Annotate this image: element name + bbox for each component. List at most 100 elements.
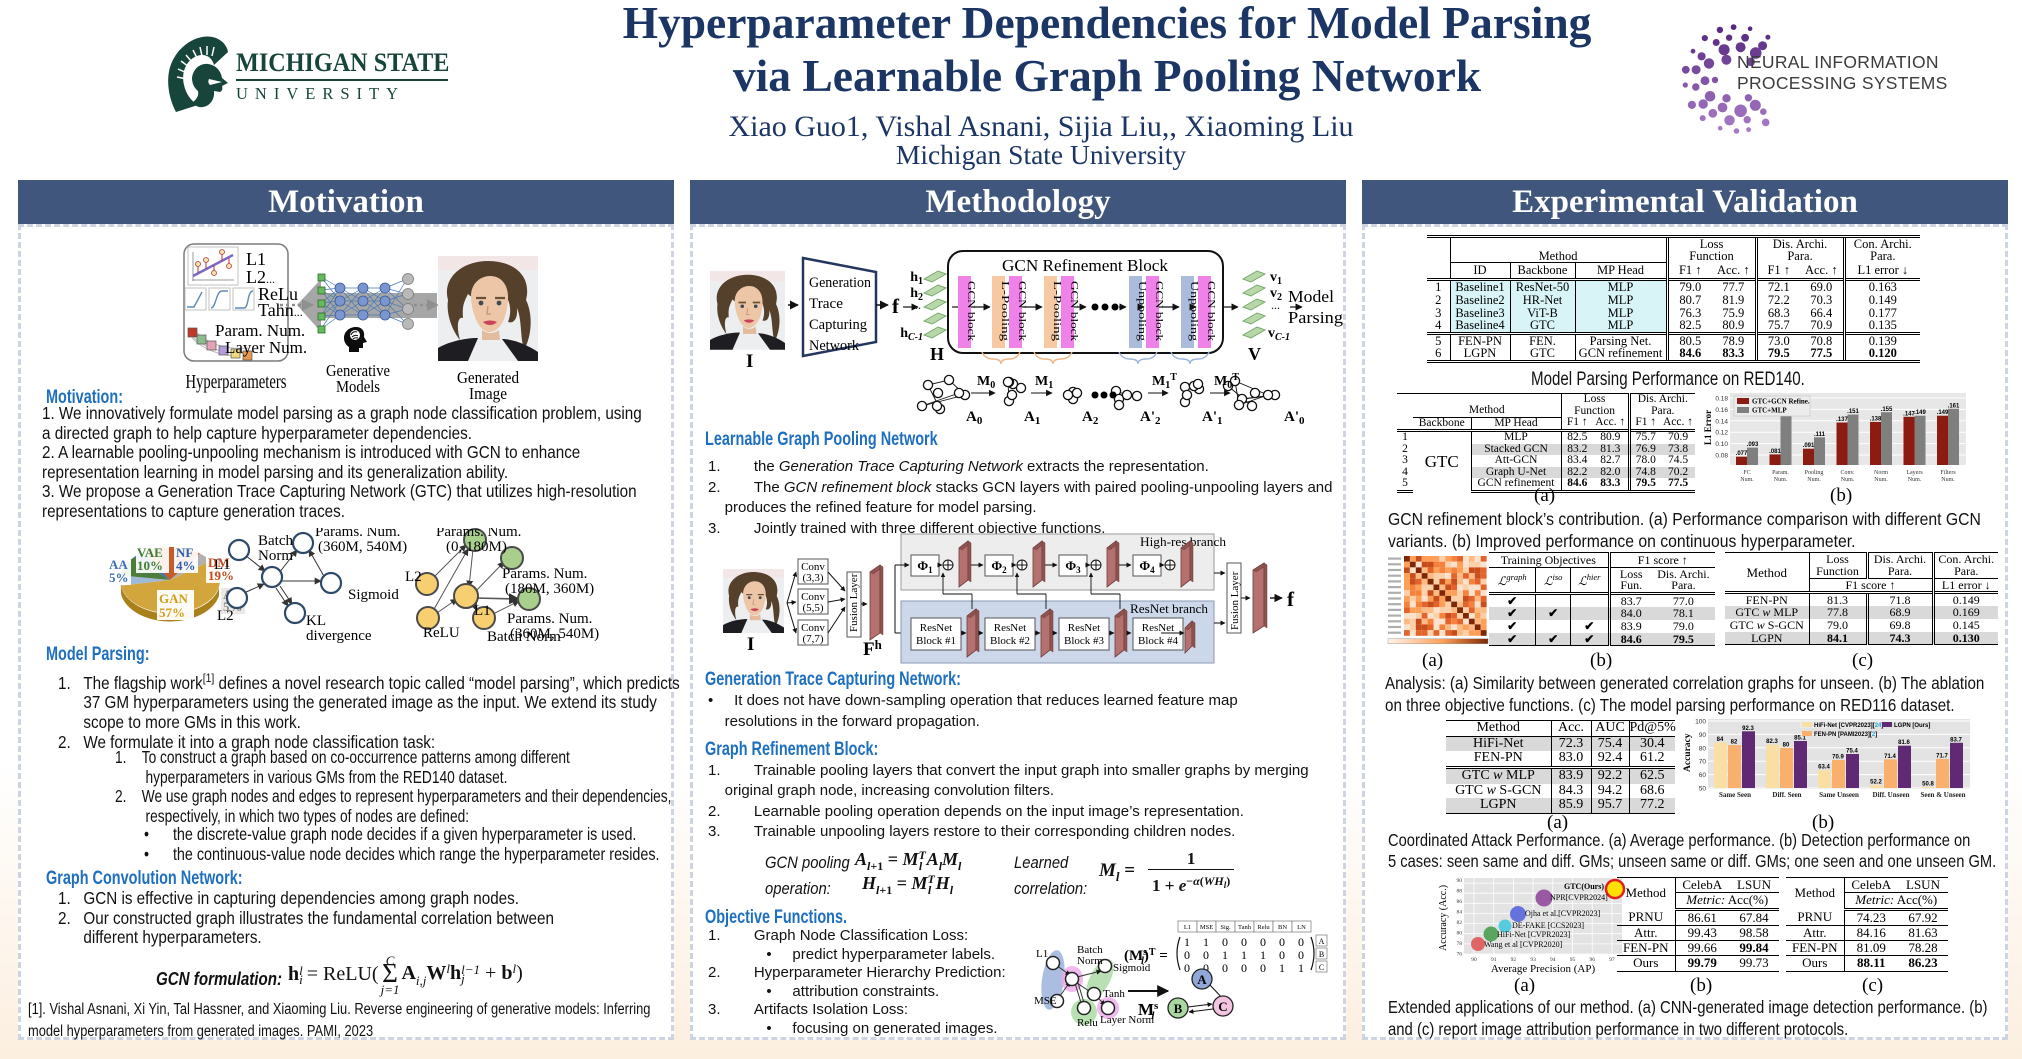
svg-text:Unpooling: Unpooling bbox=[1136, 281, 1148, 342]
svg-text:f: f bbox=[1287, 587, 1295, 611]
svg-text:A: A bbox=[1319, 937, 1325, 946]
svg-text:Network: Network bbox=[809, 338, 859, 354]
svg-text:91: 91 bbox=[1491, 957, 1497, 963]
svg-text:Block #4: Block #4 bbox=[1138, 635, 1179, 647]
svg-text:Params. Num.: Params. Num. bbox=[315, 528, 400, 540]
svg-text:(3,3): (3,3) bbox=[802, 572, 823, 584]
svg-text:L2: L2 bbox=[217, 608, 234, 624]
svg-text:63.4: 63.4 bbox=[1818, 765, 1830, 771]
svg-text:0: 0 bbox=[1222, 935, 1228, 949]
svg-text:(5,5): (5,5) bbox=[802, 602, 823, 614]
svg-text:Fh: Fh bbox=[863, 637, 883, 660]
svg-text:10%: 10% bbox=[137, 558, 163, 573]
svg-text:Fusion Layer: Fusion Layer bbox=[1229, 571, 1241, 630]
svg-text:Seen & Unseen: Seen & Unseen bbox=[1920, 791, 1965, 799]
svg-text:DE-FAKE [CCS2023]: DE-FAKE [CCS2023] bbox=[1512, 921, 1584, 930]
svg-text:A'2: A'2 bbox=[1140, 409, 1161, 427]
svg-text:Sig.: Sig. bbox=[1220, 924, 1231, 931]
svg-text:Params. Num.: Params. Num. bbox=[436, 528, 521, 540]
svg-text:MSE: MSE bbox=[1034, 995, 1057, 1007]
svg-text:L1: L1 bbox=[1036, 948, 1048, 960]
svg-text:Layer Num.: Layer Num. bbox=[225, 338, 307, 357]
svg-text:C: C bbox=[1319, 963, 1324, 972]
svg-text:L1: L1 bbox=[214, 557, 231, 573]
svg-text:19%: 19% bbox=[208, 568, 234, 583]
svg-text:Accuracy: Accuracy bbox=[1683, 733, 1693, 772]
svg-text:(360M, 540M): (360M, 540M) bbox=[510, 626, 599, 642]
svg-text:80: 80 bbox=[1783, 742, 1790, 748]
svg-text:71.4: 71.4 bbox=[1884, 754, 1896, 760]
svg-text:52.2: 52.2 bbox=[1870, 780, 1882, 786]
svg-text:88: 88 bbox=[1457, 889, 1463, 895]
svg-text:M1: M1 bbox=[1035, 374, 1053, 391]
svg-text:AA: AA bbox=[109, 557, 128, 572]
svg-text:Num.: Num. bbox=[1841, 477, 1855, 483]
svg-text:0.16: 0.16 bbox=[1715, 407, 1728, 414]
svg-text:1: 1 bbox=[1203, 935, 1209, 949]
svg-text:A2: A2 bbox=[1082, 409, 1099, 427]
svg-text:90: 90 bbox=[1457, 878, 1463, 884]
svg-text:94: 94 bbox=[1550, 957, 1556, 963]
svg-text:Norm: Norm bbox=[1874, 470, 1888, 476]
svg-text:Param. Num.: Param. Num. bbox=[215, 321, 305, 340]
svg-text:L-Pooling: L-Pooling bbox=[1051, 281, 1063, 342]
svg-text:Batch Norm: Batch Norm bbox=[487, 629, 561, 643]
svg-text:NF: NF bbox=[176, 545, 193, 560]
svg-text:GCN Refinement Block: GCN Refinement Block bbox=[1002, 256, 1168, 275]
svg-text:L-Pooling: L-Pooling bbox=[999, 281, 1011, 342]
svg-text:Params. Num.: Params. Num. bbox=[507, 611, 592, 627]
svg-text:90: 90 bbox=[1471, 957, 1477, 963]
svg-text:Average Precision (AP): Average Precision (AP) bbox=[1491, 963, 1596, 975]
svg-text:GTC+GCN Refine.: GTC+GCN Refine. bbox=[1752, 398, 1810, 406]
svg-text:.151: .151 bbox=[1847, 409, 1859, 415]
svg-text:Num.: Num. bbox=[1874, 477, 1888, 483]
svg-text:Image: Image bbox=[469, 384, 507, 403]
svg-text:0.14: 0.14 bbox=[1715, 418, 1728, 425]
svg-text:v1: v1 bbox=[1270, 270, 1282, 287]
svg-text:NEURAL INFORMATION: NEURAL INFORMATION bbox=[1737, 52, 1939, 72]
svg-text:Pooling: Pooling bbox=[1805, 470, 1824, 476]
svg-text:97: 97 bbox=[1609, 957, 1615, 963]
svg-text:Sigmoid: Sigmoid bbox=[348, 587, 399, 603]
svg-text:0: 0 bbox=[1241, 935, 1247, 949]
svg-text:0.12: 0.12 bbox=[1715, 430, 1728, 437]
svg-text:.149: .149 bbox=[1937, 410, 1949, 416]
svg-text:GCN block: GCN block bbox=[1205, 281, 1217, 342]
svg-text:Same Seen: Same Seen bbox=[1719, 791, 1751, 799]
svg-text:(360M, 540M): (360M, 540M) bbox=[318, 539, 407, 555]
svg-text:Tahn...: Tahn... bbox=[258, 300, 303, 320]
svg-text:C: C bbox=[1218, 999, 1227, 1014]
svg-text:Sigmoid: Sigmoid bbox=[1113, 962, 1151, 974]
svg-text:.091: .091 bbox=[1803, 443, 1815, 449]
svg-text:GAN: GAN bbox=[159, 591, 189, 606]
svg-text:Num.: Num. bbox=[1941, 477, 1955, 483]
svg-text:76: 76 bbox=[1457, 952, 1463, 958]
svg-text:V: V bbox=[1248, 344, 1261, 364]
svg-text:DM: DM bbox=[208, 555, 230, 570]
svg-text:0: 0 bbox=[1260, 935, 1266, 949]
svg-text:4%: 4% bbox=[176, 558, 196, 573]
svg-text:HiFi-Net [CVPR2023][24]: HiFi-Net [CVPR2023][24] bbox=[1814, 723, 1883, 729]
svg-text:70: 70 bbox=[1699, 759, 1707, 766]
svg-text:71.7: 71.7 bbox=[1936, 753, 1948, 759]
svg-text:Generation: Generation bbox=[809, 275, 871, 291]
svg-text:81.6: 81.6 bbox=[1898, 740, 1910, 746]
svg-text:90: 90 bbox=[1699, 732, 1707, 739]
svg-text:vC-1: vC-1 bbox=[1268, 326, 1290, 343]
svg-text:.155: .155 bbox=[1881, 407, 1893, 413]
svg-text:.081: .081 bbox=[1769, 449, 1781, 455]
svg-text:84: 84 bbox=[1717, 737, 1724, 743]
svg-text:LN: LN bbox=[1297, 924, 1306, 931]
svg-text:Num.: Num. bbox=[1774, 477, 1788, 483]
svg-text:0: 0 bbox=[1298, 935, 1304, 949]
svg-text:Tanh: Tanh bbox=[1238, 924, 1252, 931]
svg-text:1: 1 bbox=[1241, 948, 1247, 962]
svg-text:GTC+MLP: GTC+MLP bbox=[1752, 407, 1787, 415]
svg-text:High-res branch: High-res branch bbox=[1140, 534, 1227, 549]
svg-text:60: 60 bbox=[1699, 772, 1707, 779]
svg-text:82: 82 bbox=[1731, 740, 1738, 746]
svg-text:Parsing: Parsing bbox=[1288, 308, 1344, 327]
svg-text:Accuracy (Acc.): Accuracy (Acc.) bbox=[1438, 885, 1449, 951]
svg-text:f: f bbox=[892, 294, 900, 318]
svg-text:80: 80 bbox=[1699, 745, 1707, 752]
